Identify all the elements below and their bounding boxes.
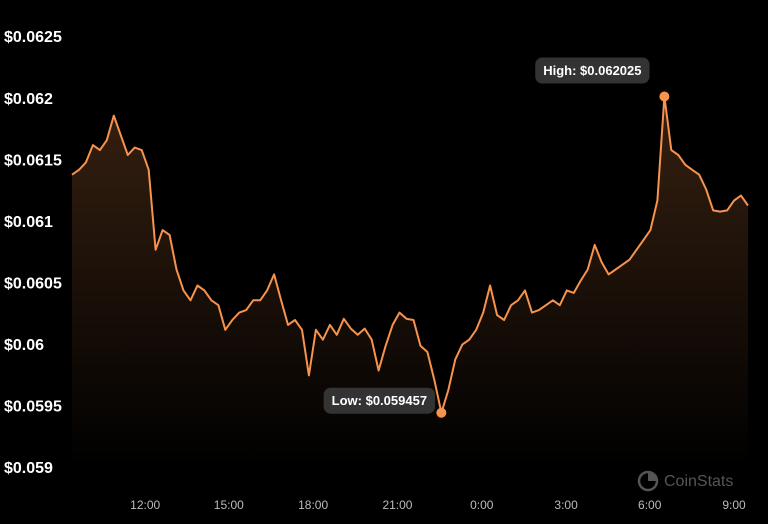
x-tick-label: 9:00 <box>722 498 746 512</box>
x-tick-label: 15:00 <box>214 498 244 512</box>
x-tick-label: 12:00 <box>130 498 160 512</box>
y-tick-label: $0.061 <box>4 214 53 231</box>
y-tick-label: $0.062 <box>4 91 53 108</box>
low-label-text: Low: $0.059457 <box>332 393 427 408</box>
y-tick-label: $0.0595 <box>4 399 62 416</box>
line <box>71 95 749 414</box>
x-tick-label: 3:00 <box>554 498 578 512</box>
y-tick-label: $0.0625 <box>4 29 62 46</box>
x-tick-label: 6:00 <box>638 498 662 512</box>
y-tick-label: $0.059 <box>4 460 53 477</box>
low-label-box <box>323 387 436 414</box>
high-label: High: $0.062025 <box>535 57 650 84</box>
watermark-logo <box>637 470 659 492</box>
y-tick-label: $0.0605 <box>4 276 62 293</box>
y-tick-label: $0.0615 <box>4 152 62 169</box>
area <box>72 96 748 469</box>
watermark: CoinStats <box>664 473 733 490</box>
high-marker <box>659 91 670 102</box>
x-tick-label: 21:00 <box>382 498 412 512</box>
low-label: Low: $0.059457 <box>323 387 436 414</box>
high-label-text: High: $0.062025 <box>543 63 641 78</box>
high-label-box <box>535 57 650 84</box>
low-marker <box>436 407 447 418</box>
x-tick-label: 18:00 <box>298 498 328 512</box>
x-tick-label: 0:00 <box>470 498 494 512</box>
y-tick-label: $0.06 <box>4 337 44 354</box>
